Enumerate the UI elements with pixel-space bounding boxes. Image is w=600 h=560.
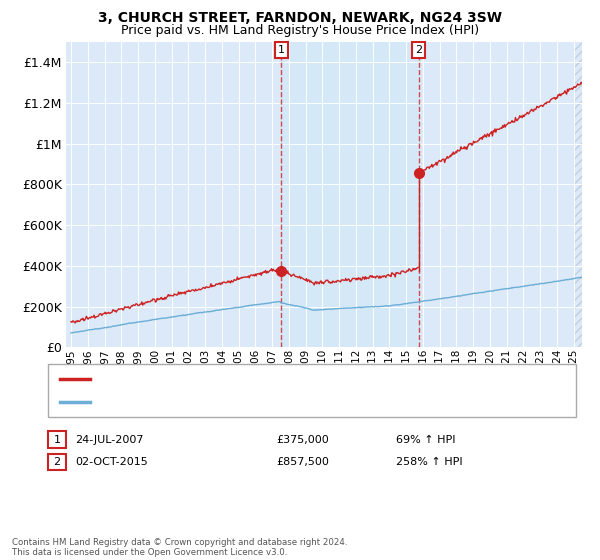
Bar <box>574 42 582 347</box>
Text: 02-OCT-2015: 02-OCT-2015 <box>75 457 148 467</box>
Text: 1: 1 <box>278 45 285 55</box>
Bar <box>281 42 419 347</box>
Text: 2: 2 <box>415 45 422 55</box>
Text: Price paid vs. HM Land Registry's House Price Index (HPI): Price paid vs. HM Land Registry's House … <box>121 24 479 36</box>
Text: 3, CHURCH STREET, FARNDON, NEWARK, NG24 3SW: 3, CHURCH STREET, FARNDON, NEWARK, NG24 … <box>98 11 502 25</box>
Text: 2: 2 <box>53 457 61 467</box>
Text: 24-JUL-2007: 24-JUL-2007 <box>75 435 143 445</box>
Text: 1: 1 <box>53 435 61 445</box>
Text: 258% ↑ HPI: 258% ↑ HPI <box>396 457 463 467</box>
Text: 3, CHURCH STREET, FARNDON, NEWARK, NG24 3SW (detached house): 3, CHURCH STREET, FARNDON, NEWARK, NG24 … <box>96 374 463 384</box>
Text: Contains HM Land Registry data © Crown copyright and database right 2024.
This d: Contains HM Land Registry data © Crown c… <box>12 538 347 557</box>
Text: £857,500: £857,500 <box>276 457 329 467</box>
Text: HPI: Average price, detached house, Newark and Sherwood: HPI: Average price, detached house, Newa… <box>96 397 406 407</box>
Text: 69% ↑ HPI: 69% ↑ HPI <box>396 435 455 445</box>
Text: £375,000: £375,000 <box>276 435 329 445</box>
